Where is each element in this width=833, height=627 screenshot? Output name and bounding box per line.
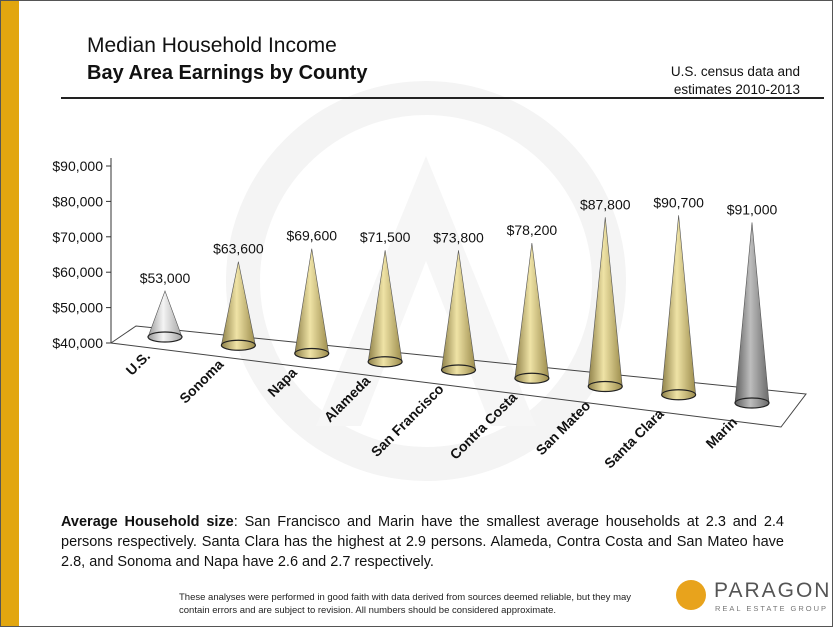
cone-base	[734, 397, 770, 409]
chart-subtitle: Bay Area Earnings by County	[87, 62, 368, 84]
cone-base	[440, 364, 477, 376]
cone-bar	[587, 217, 623, 392]
category-label: San Mateo	[533, 397, 594, 458]
category-label: Napa	[264, 364, 300, 400]
cone-base	[661, 389, 697, 401]
source-line-1: U.S. census data and	[670, 64, 800, 79]
cone-bar	[441, 250, 476, 376]
cone-base	[514, 372, 550, 384]
title-rule	[61, 97, 824, 99]
accent-bar	[1, 1, 19, 626]
chart-axes: $40,000 $50,000 $60,000 $70,000 $80,000 $90,0…	[52, 158, 807, 428]
chart-floor	[109, 325, 807, 428]
source-note: U.S. census data and estimates 2010-2013	[610, 63, 800, 99]
y-tick-label: $90,000	[52, 158, 103, 174]
data-label: $73,800	[433, 229, 484, 245]
disclaimer: These analyses were performed in good fa…	[179, 592, 632, 616]
y-tick-label: $80,000	[52, 193, 103, 209]
cone-bar	[147, 290, 183, 343]
chart-cones: $53,000 U.S. $63,600 Sonoma $69,600 Napa $71,5…	[123, 194, 778, 471]
data-label: $91,000	[727, 201, 778, 217]
cone-base	[587, 380, 623, 393]
cone-bar	[221, 261, 256, 351]
cone-base	[147, 331, 183, 343]
cone-bar	[734, 222, 770, 409]
y-tick-label: $50,000	[52, 300, 103, 316]
source-line-2: estimates 2010-2013	[673, 82, 800, 97]
cone-bar	[661, 215, 696, 401]
category-label: San Francisco	[368, 381, 447, 460]
cone-base	[220, 339, 256, 351]
data-label: $69,600	[286, 228, 337, 244]
cone-chart: $40,000 $50,000 $60,000 $70,000 $80,000 $90,0…	[52, 158, 807, 471]
data-label: $53,000	[140, 270, 191, 286]
note-text: : San Francisco and Marin have the small…	[61, 514, 784, 570]
cone-base	[294, 347, 330, 360]
cone-bar	[367, 250, 403, 368]
category-label: Sonoma	[176, 356, 227, 407]
cone-bar	[514, 242, 550, 384]
category-label: Alameda	[321, 372, 374, 425]
logo-tagline: REAL ESTATE GROUP	[715, 604, 829, 613]
y-tick-label: $60,000	[52, 264, 103, 280]
cone-bar	[294, 248, 330, 359]
data-label: $71,500	[360, 229, 411, 245]
note-lead: Average Household size	[61, 514, 234, 530]
cone-base	[367, 356, 403, 368]
data-label: $63,600	[213, 241, 264, 257]
y-tick-label: $70,000	[52, 229, 103, 245]
data-label: $78,200	[507, 222, 558, 238]
logo-name: PARAGON	[714, 579, 832, 602]
category-label: U.S.	[123, 348, 154, 379]
y-tick-label: $40,000	[52, 335, 103, 351]
category-label: Contra Costa	[447, 389, 521, 463]
paragon-logo-icon	[676, 580, 706, 610]
data-label: $90,700	[653, 194, 704, 210]
data-label: $87,800	[580, 196, 631, 212]
chart-title: Median Household Income	[87, 34, 337, 57]
category-label: Santa Clara	[601, 405, 667, 471]
household-note: Average Household size: San Francisco an…	[61, 512, 784, 572]
